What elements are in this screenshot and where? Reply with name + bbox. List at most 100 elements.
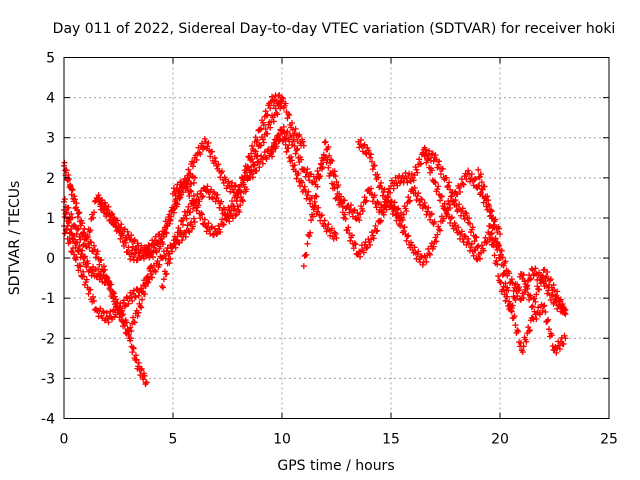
data-point <box>145 276 152 283</box>
data-point <box>397 178 404 185</box>
data-point <box>182 233 189 240</box>
series-pass-1 <box>61 159 150 388</box>
data-point <box>219 168 226 175</box>
x-tick-label: 5 <box>169 432 178 448</box>
data-point <box>187 187 194 194</box>
data-point <box>166 220 173 227</box>
data-point <box>124 228 131 235</box>
data-point <box>79 220 86 227</box>
data-point <box>285 145 292 152</box>
data-point <box>133 246 140 253</box>
data-point <box>226 218 233 225</box>
data-point <box>84 260 91 267</box>
data-point <box>374 227 381 234</box>
data-point <box>431 178 438 185</box>
data-point <box>317 173 324 180</box>
data-point <box>529 315 536 322</box>
data-point <box>378 179 385 186</box>
data-point <box>229 186 236 193</box>
data-point <box>248 150 255 157</box>
data-point <box>341 211 348 218</box>
data-point <box>284 128 291 135</box>
data-point <box>112 223 119 230</box>
data-point <box>540 303 547 310</box>
data-point <box>546 326 553 333</box>
data-point <box>113 300 120 307</box>
data-point <box>220 180 227 187</box>
data-point <box>181 179 188 186</box>
data-point <box>441 200 448 207</box>
data-point <box>76 262 83 269</box>
data-point <box>102 205 109 212</box>
data-point <box>314 208 321 215</box>
data-point <box>362 198 369 205</box>
data-point <box>229 179 236 186</box>
data-point <box>100 308 107 315</box>
data-point <box>536 286 543 293</box>
data-point <box>408 186 415 193</box>
data-point <box>332 173 339 180</box>
data-point <box>352 241 359 248</box>
data-point <box>171 188 178 195</box>
data-point <box>502 258 509 265</box>
y-tick-label: -3 <box>41 371 55 387</box>
data-point <box>79 233 86 240</box>
data-point <box>487 223 494 230</box>
data-point <box>122 239 129 246</box>
data-point <box>473 234 480 241</box>
data-point <box>103 309 110 316</box>
data-point <box>545 316 552 323</box>
data-point <box>421 144 428 151</box>
data-point <box>90 242 97 249</box>
data-point <box>161 226 168 233</box>
data-point <box>129 297 136 304</box>
data-point <box>75 267 82 274</box>
data-point <box>363 245 370 252</box>
data-point <box>298 179 305 186</box>
data-point <box>279 95 286 102</box>
data-point <box>435 161 442 168</box>
data-point <box>135 363 142 370</box>
data-point <box>154 258 161 265</box>
data-point <box>117 235 124 242</box>
data-point <box>469 224 476 231</box>
data-point <box>373 204 380 211</box>
data-point <box>476 182 483 189</box>
data-point <box>147 264 154 271</box>
data-point <box>532 265 539 272</box>
data-point <box>490 241 497 248</box>
data-point <box>401 224 408 231</box>
data-point <box>191 174 198 181</box>
data-point <box>306 233 313 240</box>
data-point <box>411 184 418 191</box>
data-point <box>117 224 124 231</box>
data-point <box>212 158 219 165</box>
data-point <box>274 132 281 139</box>
data-point <box>93 307 100 314</box>
data-point <box>433 238 440 245</box>
data-point <box>391 199 398 206</box>
data-point <box>254 159 261 166</box>
data-point <box>83 263 90 270</box>
data-point <box>456 201 463 208</box>
data-point <box>477 173 484 180</box>
data-point <box>300 263 307 270</box>
data-point <box>207 230 214 237</box>
data-point <box>338 197 345 204</box>
data-point <box>211 190 218 197</box>
data-point <box>367 154 374 161</box>
data-point <box>264 130 271 137</box>
y-axis-title: SDTVAR / TECUs <box>7 181 23 296</box>
data-point <box>468 171 475 178</box>
data-point <box>477 171 484 178</box>
data-point <box>275 132 282 139</box>
data-point <box>225 178 232 185</box>
data-point <box>199 211 206 218</box>
data-point <box>293 175 300 182</box>
data-point <box>197 151 204 158</box>
axis-ticks: 0 5 10 15 20 25 -4 -3 -2 -1 0 1 2 3 4 5 <box>41 51 618 448</box>
data-point <box>363 197 370 204</box>
x-axis-title: GPS time / hours <box>277 458 394 474</box>
data-point <box>310 206 317 213</box>
data-point <box>417 201 424 208</box>
